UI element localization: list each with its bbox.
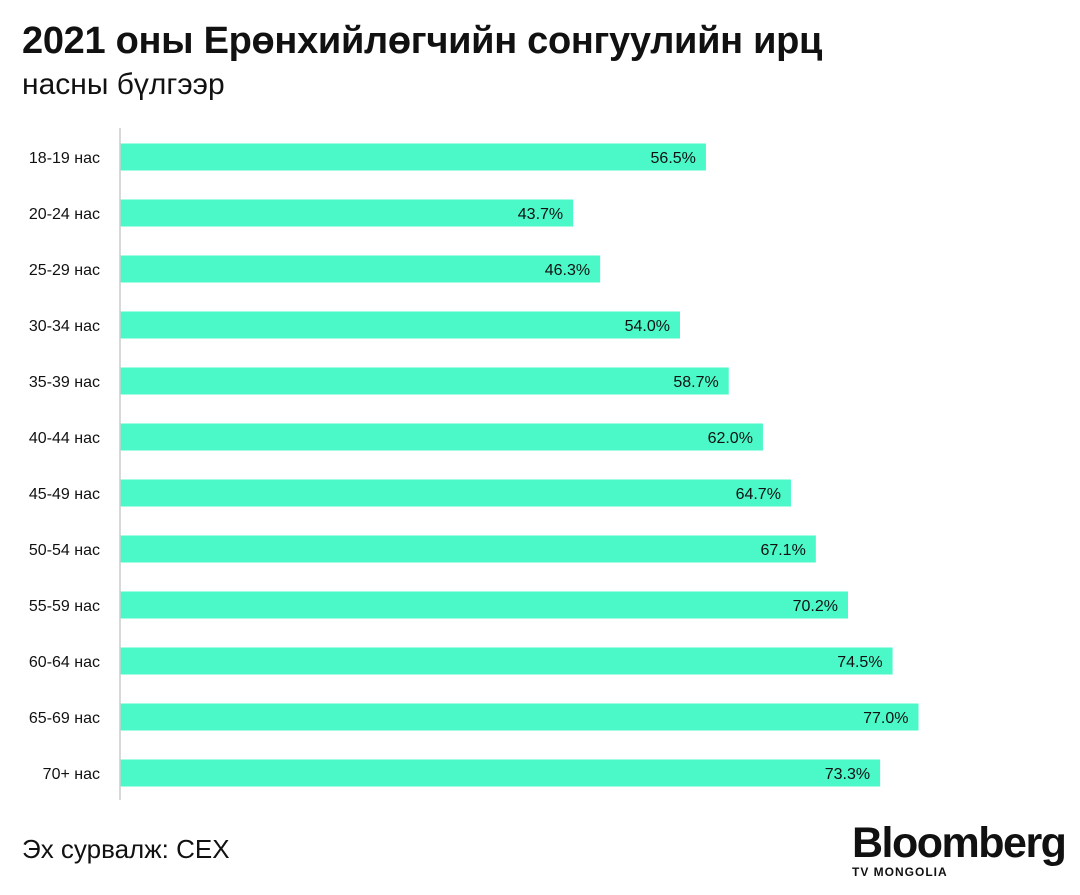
bloomberg-logo: Bloomberg TV MONGOLIA (852, 819, 1067, 880)
value-label: 43.7% (518, 206, 563, 223)
bar (120, 703, 919, 731)
category-label: 65-69 нас (29, 710, 100, 727)
value-label: 73.3% (825, 766, 870, 783)
value-label: 74.5% (837, 654, 882, 671)
bar (120, 199, 574, 227)
category-label: 20-24 нас (29, 206, 100, 223)
category-label: 60-64 нас (29, 654, 100, 671)
category-label: 25-29 нас (29, 262, 100, 279)
value-label: 46.3% (545, 262, 590, 279)
bar (120, 255, 601, 283)
bar (120, 143, 706, 171)
value-label: 58.7% (673, 374, 718, 391)
value-label: 70.2% (793, 598, 838, 615)
chart-subtitle: насны бүлгээр (22, 68, 225, 101)
bar (120, 423, 763, 451)
bar (120, 591, 848, 619)
logo-wordmark: Bloomberg (852, 819, 1067, 867)
source-note: Эх сурвалж: СЕХ (22, 834, 230, 864)
category-label: 55-59 нас (29, 598, 100, 615)
value-label: 62.0% (708, 430, 753, 447)
category-label: 45-49 нас (29, 486, 100, 503)
category-label: 40-44 нас (29, 430, 100, 447)
bar (120, 759, 881, 787)
category-label: 35-39 нас (29, 374, 100, 391)
value-label: 67.1% (760, 542, 805, 559)
category-label: 50-54 нас (29, 542, 100, 559)
logo-tagline: TV MONGOLIA (852, 865, 948, 879)
bar (120, 647, 893, 675)
chart-title: 2021 оны Ерөнхийлөгчийн сонгуулийн ирц (22, 20, 823, 62)
bar (120, 479, 791, 507)
bar (120, 367, 729, 395)
value-label: 64.7% (736, 486, 781, 503)
category-label: 70+ нас (43, 766, 100, 783)
bar (120, 311, 680, 339)
category-label: 30-34 нас (29, 318, 100, 335)
bar (120, 535, 816, 563)
value-label: 54.0% (625, 318, 670, 335)
value-label: 77.0% (863, 710, 908, 727)
value-label: 56.5% (651, 150, 696, 167)
category-label: 18-19 нас (29, 150, 100, 167)
